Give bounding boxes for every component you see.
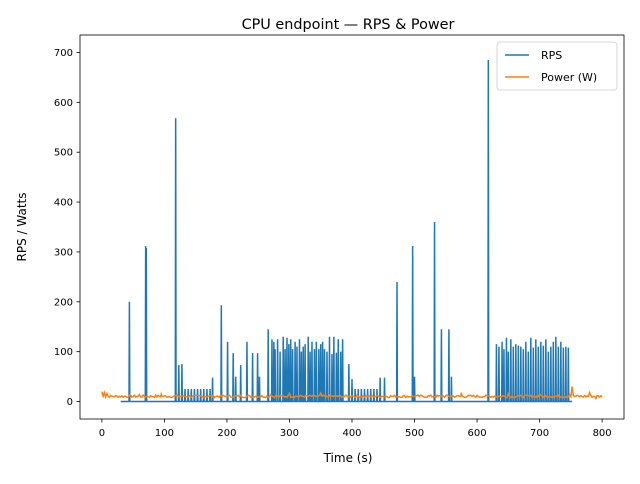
- legend-box: [496, 41, 618, 91]
- plot-area: [101, 59, 603, 403]
- series-line-power: [101, 386, 603, 401]
- y-tick-label: 300: [54, 247, 73, 258]
- x-tick-label: 800: [593, 428, 612, 439]
- y-axis-label: RPS / Watts: [15, 193, 29, 262]
- y-tick-label: 500: [54, 148, 73, 159]
- x-axis: 0 100 200 300 400 500 600 700 800: [99, 419, 612, 439]
- y-tick-label: 0: [67, 397, 73, 408]
- y-tick-label: 600: [54, 98, 73, 109]
- chart-title: CPU endpoint — RPS & Power: [242, 17, 455, 33]
- y-tick-label: 100: [54, 347, 73, 358]
- x-tick-label: 300: [280, 428, 299, 439]
- legend-label: Power (W): [541, 71, 597, 84]
- x-tick-label: 0: [99, 428, 105, 439]
- x-tick-label: 600: [468, 428, 487, 439]
- y-tick-label: 700: [54, 48, 73, 59]
- y-axis: 0 100 200 300 400 500 600 700: [54, 48, 80, 408]
- legend: RPS Power (W): [496, 41, 618, 91]
- y-tick-label: 200: [54, 297, 73, 308]
- legend-label: RPS: [541, 49, 562, 62]
- x-tick-label: 700: [530, 428, 549, 439]
- axes-frame: [79, 34, 625, 420]
- x-tick-label: 100: [155, 428, 174, 439]
- y-tick-label: 400: [54, 198, 73, 209]
- x-tick-label: 500: [405, 428, 424, 439]
- x-tick-label: 200: [217, 428, 236, 439]
- x-tick-label: 400: [342, 428, 361, 439]
- series-line-rps: [120, 59, 573, 403]
- x-axis-label: Time (s): [323, 451, 373, 465]
